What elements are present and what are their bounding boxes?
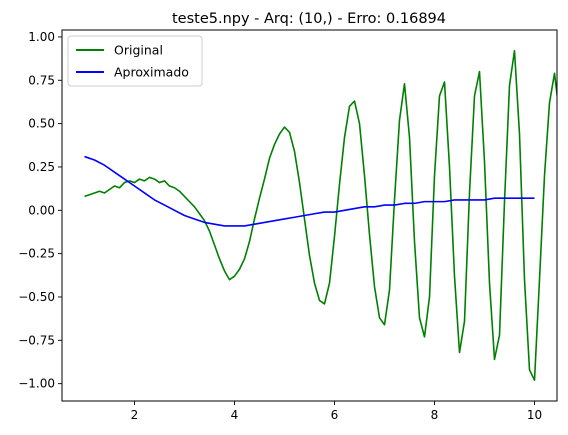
series-line-aproximado bbox=[84, 155, 535, 227]
y-tick-label: −0.75 bbox=[18, 333, 55, 347]
y-tick-label: 0.50 bbox=[28, 117, 55, 131]
x-tick-label: 6 bbox=[331, 408, 339, 422]
y-tick-label: −0.25 bbox=[18, 247, 55, 261]
legend-label-aproximado: Aproximado bbox=[114, 65, 189, 80]
chart-title: teste5.npy - Arq: (10,) - Erro: 0.16894 bbox=[172, 11, 446, 27]
x-tick-label: 4 bbox=[231, 408, 239, 422]
x-tick-label: 2 bbox=[131, 408, 139, 422]
y-tick-label: −1.00 bbox=[18, 377, 55, 391]
y-tick-label: −0.50 bbox=[18, 290, 55, 304]
series-line-original bbox=[84, 49, 557, 382]
legend: Original Aproximado bbox=[67, 35, 203, 87]
y-tick-label: 0.00 bbox=[28, 203, 55, 217]
x-tick-label: 10 bbox=[527, 408, 542, 422]
series-layer bbox=[84, 49, 557, 382]
ticks-layer: 2 4 6 8 10 −1.00 −0.75 −0.50 −0.25 0.00 0.25 0.50 0.… bbox=[18, 30, 542, 422]
y-tick-label: 0.25 bbox=[28, 160, 55, 174]
legend-label-original: Original bbox=[114, 43, 163, 58]
legend-box bbox=[67, 35, 203, 87]
y-tick-label: 1.00 bbox=[28, 30, 55, 44]
x-tick-label: 8 bbox=[431, 408, 439, 422]
y-tick-label: 0.75 bbox=[28, 73, 55, 87]
axes-frame bbox=[61, 29, 558, 402]
